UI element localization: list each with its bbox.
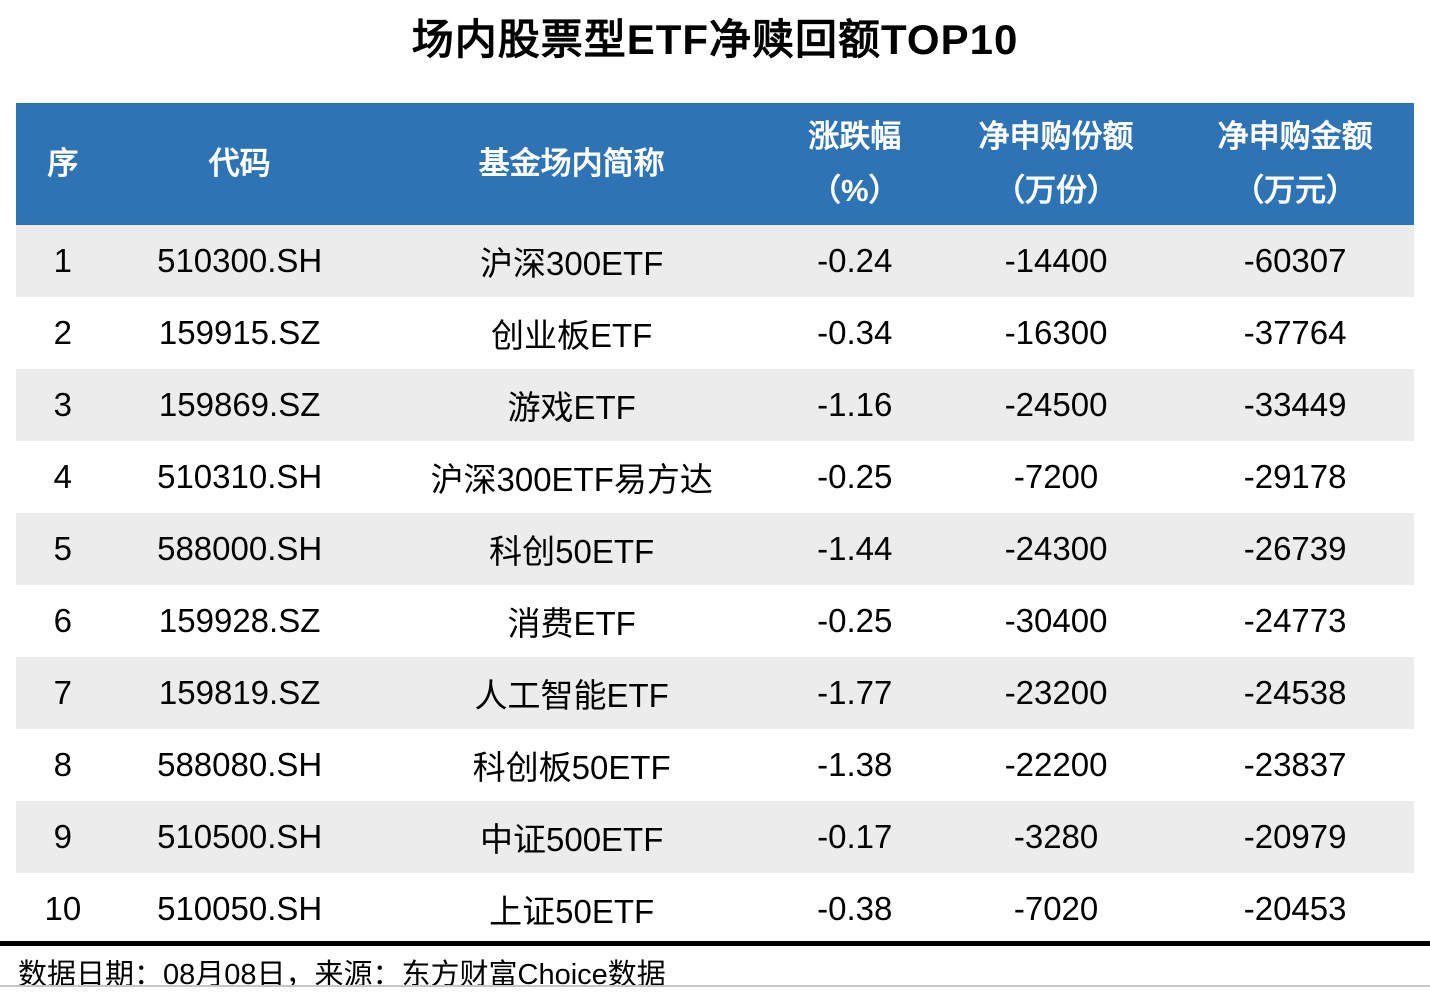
cell-code: 159869.SZ <box>158 386 321 423</box>
footer-divider <box>0 941 1430 946</box>
cell-seq: 10 <box>44 890 82 927</box>
cell-net_amount: -37764 <box>1243 314 1347 351</box>
cell-net_shares: -14400 <box>1004 242 1108 279</box>
cell-net_amount: -20979 <box>1243 818 1347 855</box>
cell-name: 沪深300ETF <box>479 245 664 282</box>
cell-change_pct: -1.38 <box>817 746 893 783</box>
cell-net_shares: -30400 <box>1004 602 1108 639</box>
cell-code: 510050.SH <box>157 890 323 927</box>
column-header-unit: （万份） <box>994 173 1119 208</box>
table-body: 1 510300.SH 沪深300ETF -0.24 -14400 -60307 2 1599… <box>16 225 1414 945</box>
table-row: 5 588000.SH 科创50ETF -1.44 -24300 -26739 <box>16 513 1414 585</box>
cell-change_pct: -0.38 <box>817 890 893 927</box>
table-row: 2 159915.SZ 创业板ETF -0.34 -16300 -37764 <box>16 297 1414 369</box>
cell-code: 510500.SH <box>157 818 323 855</box>
cell-net_shares: -3280 <box>1013 818 1099 855</box>
cell-change_pct: -1.44 <box>817 530 893 567</box>
cell-net_amount: -60307 <box>1243 242 1347 279</box>
etf-table: 序 代码 基金场内简称 涨跌幅 （%） 净申购份额 （万份） 净申购金额 （万元） 1 51030… <box>16 103 1414 945</box>
cell-change_pct: -0.34 <box>817 314 893 351</box>
cell-name: 消费ETF <box>507 605 636 642</box>
cell-seq: 8 <box>53 746 72 783</box>
column-header-unit: （%） <box>809 173 900 208</box>
cell-seq: 1 <box>53 242 72 279</box>
cell-name: 上证50ETF <box>489 893 655 930</box>
table-row: 8 588080.SH 科创板50ETF -1.38 -22200 -23837 <box>16 729 1414 801</box>
table-row: 9 510500.SH 中证500ETF -0.17 -3280 -20979 <box>16 801 1414 873</box>
cell-seq: 4 <box>53 458 72 495</box>
cell-code: 159928.SZ <box>158 602 321 639</box>
cell-seq: 7 <box>53 674 72 711</box>
cell-code: 510310.SH <box>157 458 323 495</box>
cell-net_amount: -29178 <box>1243 458 1347 495</box>
table-row: 4 510310.SH 沪深300ETF易方达 -0.25 -7200 -29178 <box>16 441 1414 513</box>
column-header-label: 净申购金额 <box>1217 118 1373 154</box>
cell-seq: 9 <box>53 818 72 855</box>
cell-code: 159819.SZ <box>158 674 321 711</box>
column-header-label: 代码 <box>208 145 271 181</box>
cell-name: 沪深300ETF易方达 <box>430 461 713 498</box>
cell-net_shares: -7020 <box>1013 890 1099 927</box>
cell-net_shares: -22200 <box>1004 746 1108 783</box>
bottom-border <box>0 985 1430 987</box>
cell-net_amount: -23837 <box>1243 746 1347 783</box>
cell-net_amount: -24538 <box>1243 674 1347 711</box>
cell-seq: 2 <box>53 314 72 351</box>
table-row: 7 159819.SZ 人工智能ETF -1.77 -23200 -24538 <box>16 657 1414 729</box>
cell-seq: 3 <box>53 386 72 423</box>
cell-seq: 6 <box>53 602 72 639</box>
cell-change_pct: -1.77 <box>817 674 893 711</box>
cell-change_pct: -0.17 <box>817 818 893 855</box>
cell-change_pct: -0.24 <box>817 242 893 279</box>
cell-name: 游戏ETF <box>507 389 636 426</box>
column-header-seq: 序 <box>16 103 110 225</box>
column-header-unit: （万元） <box>1233 173 1358 208</box>
column-header-label: 涨跌幅 <box>808 118 902 154</box>
table-row: 1 510300.SH 沪深300ETF -0.24 -14400 -60307 <box>16 225 1414 297</box>
table-row: 3 159869.SZ 游戏ETF -1.16 -24500 -33449 <box>16 369 1414 441</box>
cell-code: 588000.SH <box>157 530 323 567</box>
cell-name: 中证500ETF <box>479 821 664 858</box>
cell-name: 科创50ETF <box>489 533 655 570</box>
column-header-name: 基金场内简称 <box>370 103 774 225</box>
cell-name: 科创板50ETF <box>472 749 671 786</box>
cell-code: 510300.SH <box>157 242 323 279</box>
cell-net_shares: -24300 <box>1004 530 1108 567</box>
column-header-net_amount: 净申购金额 （万元） <box>1176 103 1414 225</box>
table-row: 6 159928.SZ 消费ETF -0.25 -30400 -24773 <box>16 585 1414 657</box>
column-header-net_shares: 净申购份额 （万份） <box>936 103 1176 225</box>
column-header-code: 代码 <box>110 103 370 225</box>
cell-name: 人工智能ETF <box>474 677 669 714</box>
cell-net_amount: -20453 <box>1243 890 1347 927</box>
cell-net_shares: -7200 <box>1013 458 1099 495</box>
page-title: 场内股票型ETF净赎回额TOP10 <box>411 16 1019 63</box>
cell-net_shares: -24500 <box>1004 386 1108 423</box>
cell-code: 588080.SH <box>157 746 323 783</box>
cell-name: 创业板ETF <box>491 317 653 354</box>
cell-code: 159915.SZ <box>158 314 321 351</box>
column-header-change_pct: 涨跌幅 （%） <box>774 103 936 225</box>
column-header-label: 序 <box>47 145 79 181</box>
cell-net_shares: -23200 <box>1004 674 1108 711</box>
column-header-label: 基金场内简称 <box>478 145 665 181</box>
cell-change_pct: -0.25 <box>817 602 893 639</box>
table-header-row: 序 代码 基金场内简称 涨跌幅 （%） 净申购份额 （万份） 净申购金额 （万元） <box>16 103 1414 225</box>
cell-change_pct: -1.16 <box>817 386 893 423</box>
column-header-label: 净申购份额 <box>978 118 1134 154</box>
cell-net_shares: -16300 <box>1004 314 1108 351</box>
cell-net_amount: -26739 <box>1243 530 1347 567</box>
table-row: 10 510050.SH 上证50ETF -0.38 -7020 -20453 <box>16 873 1414 945</box>
cell-net_amount: -33449 <box>1243 386 1347 423</box>
cell-net_amount: -24773 <box>1243 602 1347 639</box>
cell-change_pct: -0.25 <box>817 458 893 495</box>
cell-seq: 5 <box>53 530 72 567</box>
